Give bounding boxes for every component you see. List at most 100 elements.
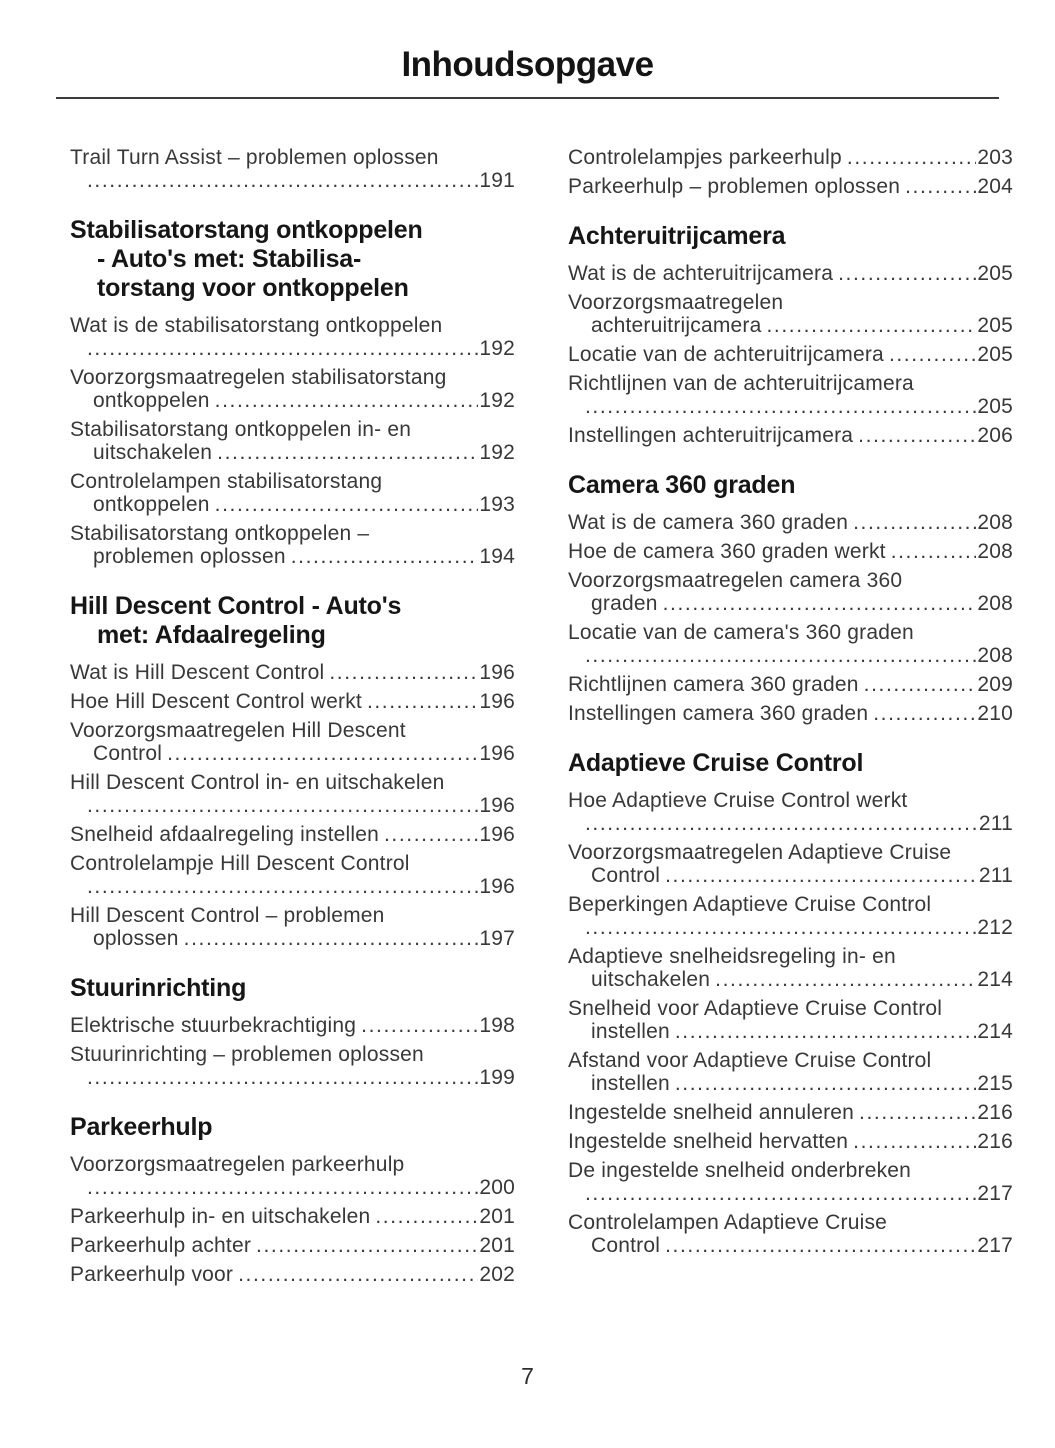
toc-entry: Controlelampje Hill Descent Control 196 [70, 852, 515, 898]
dot-leader [87, 1066, 478, 1089]
toc-entry: Snelheid afdaalregeling instellen 196 [70, 823, 515, 846]
toc-entry-line: instellen 215 [568, 1072, 1013, 1095]
entry-title-text: Voorzorgsmaatregelen [568, 291, 784, 314]
toc-entry-line: 199 [70, 1066, 515, 1089]
entry-title-text: problemen oplossen [93, 545, 286, 568]
toc-entry-line: Stabilisatorstang ontkoppelen – [70, 522, 515, 545]
section-heading-line: Stabilisatorstang ontkoppelen [70, 216, 423, 244]
section-heading: Hill Descent Control - Auto's met: Afdaal… [70, 592, 515, 650]
section-heading-line: Parkeerhulp [70, 1113, 213, 1141]
toc-entry: Parkeerhulp voor 202 [70, 1263, 515, 1286]
entry-page-number: 196 [479, 823, 515, 846]
toc-entry-line: achteruitrijcamera 205 [568, 314, 1013, 337]
entry-title-text: Hoe de camera 360 graden werkt [568, 540, 886, 563]
entry-page-number: 205 [977, 343, 1013, 366]
dot-leader [585, 1182, 976, 1205]
toc-entry-line: Ingestelde snelheid annuleren 216 [568, 1101, 1013, 1124]
entry-page-number: 201 [479, 1205, 515, 1228]
toc-entry-line: Afstand voor Adaptieve Cruise Control [568, 1049, 1013, 1072]
entry-page-number: 196 [479, 875, 515, 898]
toc-entry: Hoe Adaptieve Cruise Control werkt 211 [568, 789, 1013, 835]
dot-leader [864, 673, 977, 696]
toc-entry-line: Controlelampen stabilisatorstang [70, 470, 515, 493]
toc-entry-line: 217 [568, 1182, 1013, 1205]
entry-title-text: Snelheid afdaalregeling instellen [70, 823, 379, 846]
entry-page-number: 196 [479, 690, 515, 713]
entry-page-number: 206 [977, 424, 1013, 447]
dot-leader [905, 175, 976, 198]
toc-entry-line: Wat is Hill Descent Control 196 [70, 661, 515, 684]
toc-entry-line: Locatie van de achteruitrijcamera 205 [568, 343, 1013, 366]
section-heading: Achteruitrijcamera [568, 222, 1013, 251]
toc-entry-line: 205 [568, 395, 1013, 418]
toc-entry: Parkeerhulp in- en uitschakelen 201 [70, 1205, 515, 1228]
section-heading-line: - Auto's met: Stabilisa- [97, 245, 362, 273]
toc-entry-line: Controlelampje Hill Descent Control [70, 852, 515, 875]
dot-leader [665, 1234, 976, 1257]
entry-title-text: Hill Descent Control in- en uitschakelen [70, 771, 445, 794]
toc-entry-line: uitschakelen 192 [70, 441, 515, 464]
dot-leader [184, 927, 479, 950]
toc-entry: Richtlijnen van de achteruitrijcamera 205 [568, 372, 1013, 418]
toc-entry-line: Parkeerhulp achter 201 [70, 1234, 515, 1257]
entry-title-text: Parkeerhulp – problemen oplossen [568, 175, 901, 198]
entry-page-number: 202 [479, 1263, 515, 1286]
dot-leader [87, 169, 478, 192]
toc-entry-line: Beperkingen Adaptieve Cruise Control [568, 893, 1013, 916]
toc-entry: Parkeerhulp achter 201 [70, 1234, 515, 1257]
toc-entry-line: Voorzorgsmaatregelen [568, 291, 1013, 314]
toc-entry: Voorzorgsmaatregelen parkeerhulp 200 [70, 1153, 515, 1199]
entry-page-number: 192 [479, 337, 515, 360]
toc-entry: Voorzorgsmaatregelen stabilisatorstang on… [70, 366, 515, 412]
toc-entry: Snelheid voor Adaptieve Cruise Control in… [568, 997, 1013, 1043]
page-number: 7 [521, 1363, 534, 1389]
dot-leader [853, 511, 976, 534]
entry-title-text: Hoe Adaptieve Cruise Control werkt [568, 789, 908, 812]
toc-entry-line: Richtlijnen camera 360 graden 209 [568, 673, 1013, 696]
entry-title-text: Ingestelde snelheid hervatten [568, 1130, 849, 1153]
toc-entry-line: Hill Descent Control – problemen [70, 904, 515, 927]
entry-page-number: 208 [977, 644, 1013, 667]
entry-page-number: 211 [978, 864, 1013, 887]
entry-title-text: De ingestelde snelheid onderbreken [568, 1159, 912, 1182]
entry-page-number: 216 [977, 1101, 1013, 1124]
toc-entry: Richtlijnen camera 360 graden 209 [568, 673, 1013, 696]
entry-title-text: Elektrische stuurbekrachtiging [70, 1014, 357, 1037]
entry-title-text: oplossen [93, 927, 179, 950]
toc-entry-line: Stabilisatorstang ontkoppelen in- en [70, 418, 515, 441]
page-title: Inhoudsopgave [401, 45, 654, 84]
entry-title-text: uitschakelen [591, 968, 711, 991]
entry-title-text: Stuurinrichting – problemen oplossen [70, 1043, 424, 1066]
entry-title-text: Wat is de achteruitrijcamera [568, 262, 834, 285]
toc-entry-line: uitschakelen 214 [568, 968, 1013, 991]
entry-title-text: Wat is Hill Descent Control [70, 661, 325, 684]
toc-entry-line: 196 [70, 875, 515, 898]
dot-leader [585, 644, 976, 667]
entry-title-text: Hoe Hill Descent Control werkt [70, 690, 362, 713]
dot-leader [384, 823, 478, 846]
toc-entry-line: Voorzorgsmaatregelen camera 360 [568, 569, 1013, 592]
dot-leader [838, 262, 976, 285]
entry-title-text: Locatie van de camera's 360 graden [568, 621, 914, 644]
toc-entry: Trail Turn Assist – problemen oplossen 19… [70, 146, 515, 192]
entry-title-text: Voorzorgsmaatregelen Hill Descent [70, 719, 406, 742]
entry-title-text: Control [93, 742, 163, 765]
section-heading-line: Hill Descent Control - Auto's [70, 592, 402, 620]
toc-entry: Controlelampjes parkeerhulp 203 [568, 146, 1013, 169]
toc-entry-line: 191 [70, 169, 515, 192]
dot-leader [675, 1072, 977, 1095]
entry-page-number: 209 [977, 673, 1013, 696]
dot-leader [891, 540, 977, 563]
toc-entry-line: Trail Turn Assist – problemen oplossen [70, 146, 515, 169]
entry-title-text: Parkeerhulp in- en uitschakelen [70, 1205, 371, 1228]
toc-entry-line: Snelheid voor Adaptieve Cruise Control [568, 997, 1013, 1020]
toc-entry-line: Controlelampjes parkeerhulp 203 [568, 146, 1013, 169]
entry-title-text: ontkoppelen [93, 493, 210, 516]
entry-title-text: Locatie van de achteruitrijcamera [568, 343, 884, 366]
entry-title-text: Trail Turn Assist – problemen oplossen [70, 146, 439, 169]
entry-page-number: 201 [479, 1234, 515, 1257]
entry-title-text: ontkoppelen [93, 389, 210, 412]
entry-page-number: 196 [479, 661, 515, 684]
